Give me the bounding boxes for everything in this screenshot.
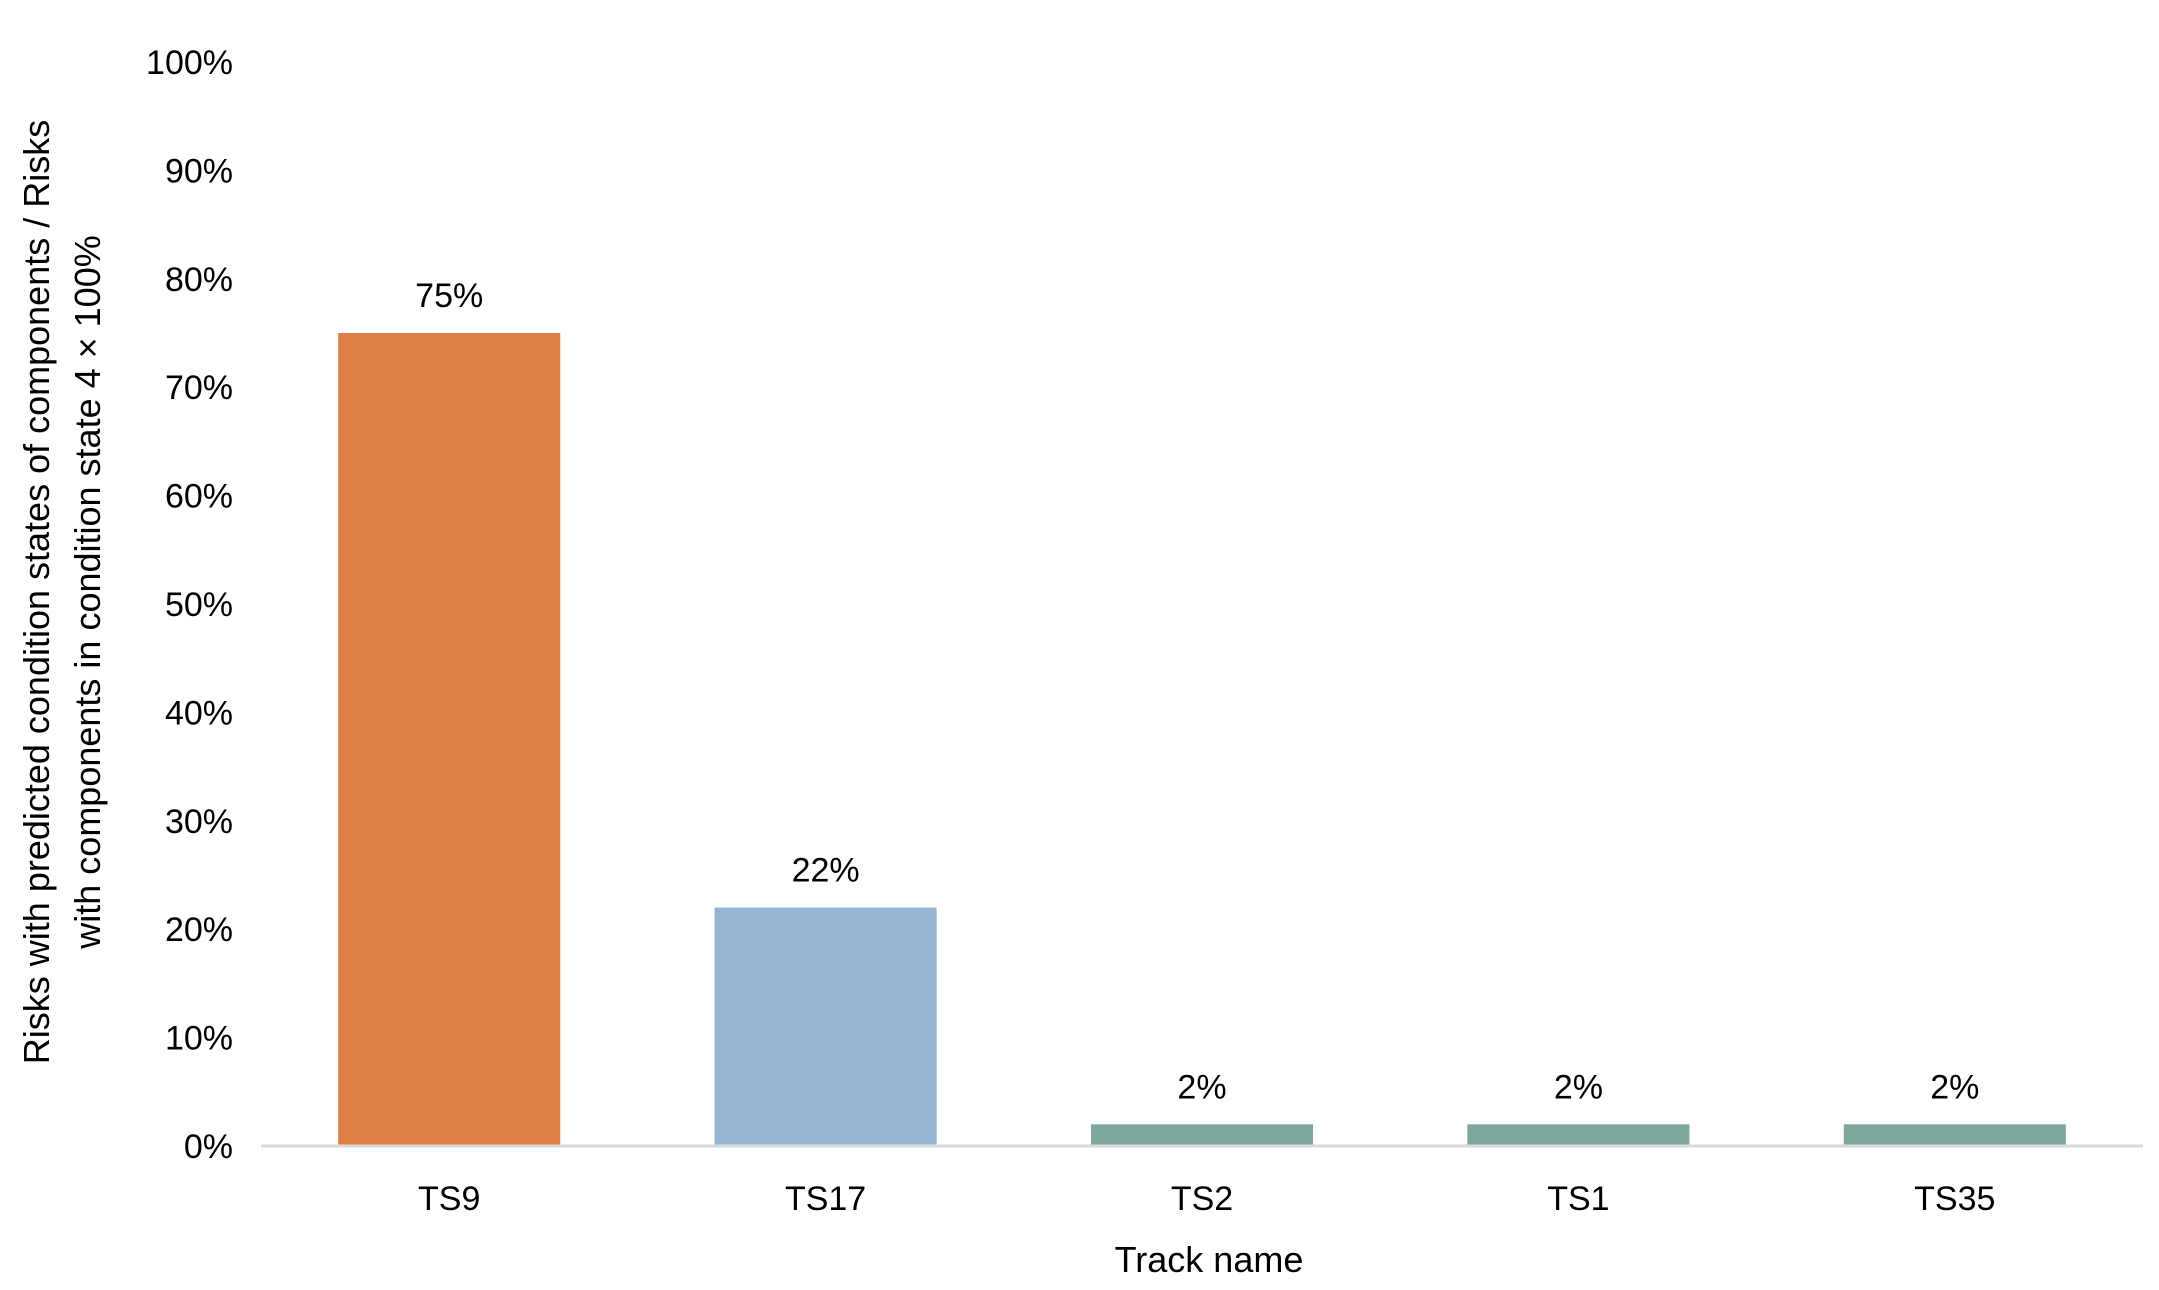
y-tick-label: 60% — [165, 478, 233, 516]
y-tick-label: 100% — [146, 44, 233, 82]
data-label-ts1: 2% — [1554, 1068, 1603, 1106]
bar-ts1 — [1467, 1124, 1690, 1146]
y-tick-label: 90% — [165, 152, 233, 190]
x-tick-label-ts1: TS1 — [1547, 1180, 1609, 1218]
y-tick-label: 80% — [165, 261, 233, 299]
y-axis-title-line-1: Risks with predicted condition states of… — [16, 120, 57, 1064]
bar-ts35 — [1843, 1124, 2066, 1146]
bar-ts17 — [714, 907, 937, 1146]
data-label-ts9: 75% — [415, 277, 483, 315]
x-axis-title: Track name — [1115, 1239, 1304, 1280]
data-label-ts35: 2% — [1930, 1068, 1979, 1106]
y-tick-label: 50% — [165, 586, 233, 624]
bar-ts9 — [338, 333, 561, 1146]
y-tick-label: 70% — [165, 369, 233, 407]
x-tick-label-ts35: TS35 — [1914, 1180, 1995, 1218]
x-tick-label-ts2: TS2 — [1171, 1180, 1233, 1218]
x-tick-label-ts17: TS17 — [785, 1180, 866, 1218]
data-labels: 75% 22% 2% 2% 2% — [415, 277, 1979, 1106]
y-tick-label: 30% — [165, 803, 233, 841]
y-tick-label: 0% — [184, 1128, 233, 1166]
bars — [338, 333, 2066, 1146]
data-label-ts2: 2% — [1177, 1068, 1226, 1106]
bar-ts2 — [1090, 1124, 1314, 1146]
data-label-ts17: 22% — [792, 852, 860, 890]
x-axis-tick-labels: TS9 TS17 TS2 TS1 TS35 — [418, 1180, 1995, 1218]
y-axis-title: Risks with predicted condition states of… — [16, 120, 108, 1064]
y-tick-label: 10% — [165, 1020, 233, 1058]
y-axis-tick-labels: 0% 10% 20% 30% 40% 50% 60% 70% 80% 90% 100% — [146, 44, 233, 1166]
y-tick-label: 20% — [165, 911, 233, 949]
x-tick-label-ts9: TS9 — [418, 1180, 480, 1218]
y-axis-title-line-2: with components in condition state 4 × 1… — [67, 235, 108, 949]
y-tick-label: 40% — [165, 694, 233, 732]
